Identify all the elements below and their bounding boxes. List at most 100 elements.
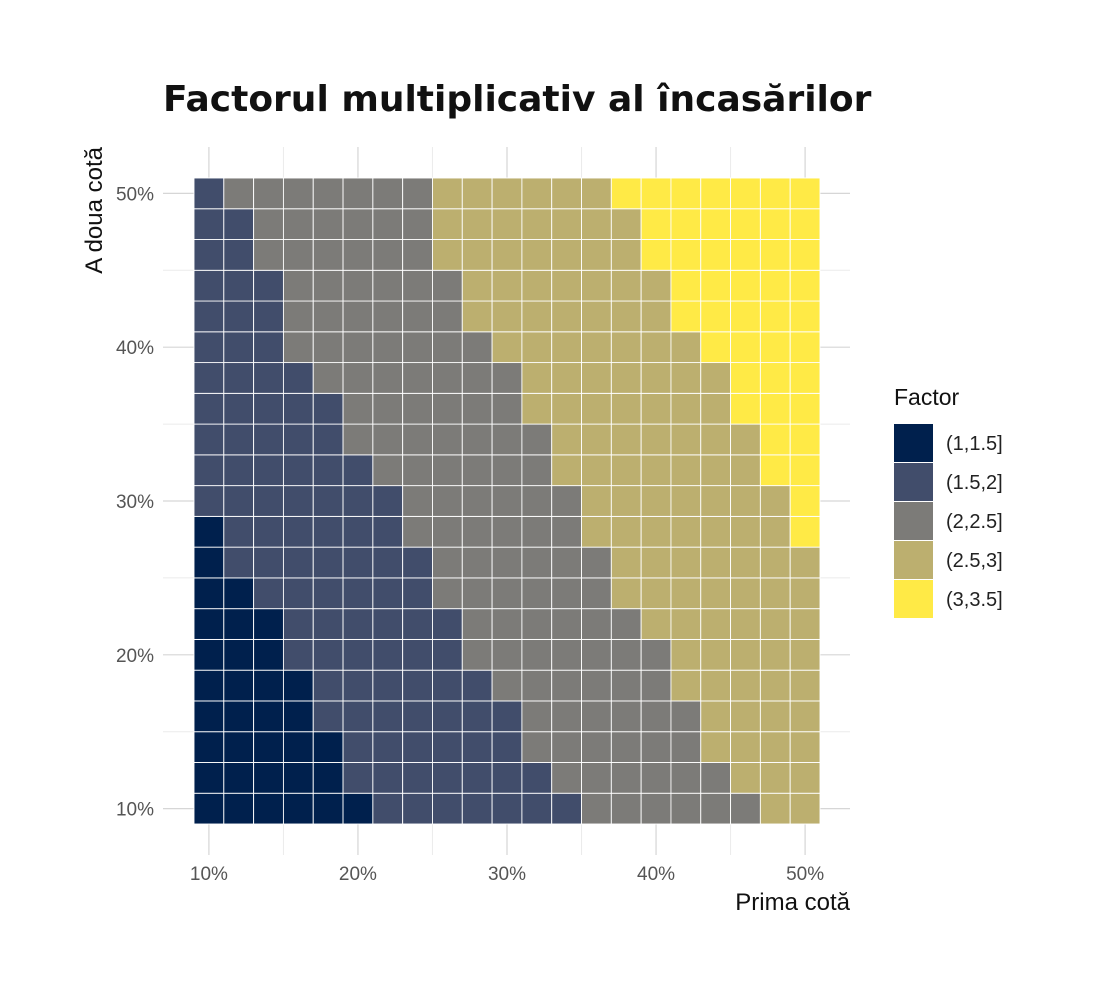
heatmap-cell bbox=[521, 792, 553, 825]
heatmap-cell bbox=[282, 638, 314, 671]
heatmap-cell bbox=[223, 762, 255, 794]
heatmap-cell bbox=[312, 208, 344, 240]
heatmap-cell bbox=[521, 638, 553, 671]
heatmap-cell bbox=[253, 762, 284, 794]
heatmap-cell bbox=[670, 546, 702, 579]
heatmap-cell bbox=[312, 762, 344, 794]
heatmap-cell bbox=[640, 269, 672, 302]
heatmap-cell bbox=[521, 454, 553, 487]
heatmap-cell bbox=[610, 546, 642, 579]
heatmap-cell bbox=[253, 239, 284, 271]
legend-title: Factor bbox=[894, 384, 960, 410]
heatmap-cell bbox=[223, 638, 255, 671]
heatmap-cell bbox=[670, 515, 702, 548]
heatmap-cell bbox=[521, 669, 553, 702]
heatmap-cell bbox=[610, 239, 642, 271]
heatmap-cell bbox=[789, 208, 821, 240]
heatmap-cell bbox=[342, 423, 374, 456]
heatmap-cell bbox=[312, 300, 344, 333]
heatmap-cell bbox=[581, 423, 612, 456]
heatmap-cell bbox=[193, 700, 225, 733]
heatmap-cell bbox=[759, 485, 791, 517]
heatmap-cell bbox=[372, 423, 404, 456]
heatmap-cell bbox=[461, 669, 493, 702]
heatmap-cell bbox=[432, 669, 463, 702]
heatmap-cell bbox=[342, 269, 374, 302]
heatmap-cell bbox=[491, 454, 523, 487]
heatmap-cell bbox=[372, 669, 404, 702]
heatmap-cell bbox=[789, 762, 821, 794]
heatmap-cell bbox=[730, 608, 761, 640]
heatmap-cell bbox=[402, 239, 433, 271]
heatmap-cell bbox=[581, 331, 612, 364]
heatmap-cell bbox=[402, 577, 433, 610]
heatmap-cell bbox=[700, 269, 732, 302]
heatmap-cell bbox=[432, 423, 463, 456]
heatmap-cell bbox=[730, 731, 761, 763]
heatmap-cell bbox=[282, 546, 314, 579]
heatmap-cell bbox=[581, 792, 612, 825]
heatmap-cell bbox=[253, 546, 284, 579]
heatmap-cell bbox=[640, 392, 672, 425]
heatmap-cell bbox=[551, 177, 582, 210]
heatmap-cell bbox=[342, 177, 374, 210]
heatmap-cell bbox=[700, 638, 732, 671]
heatmap-cell bbox=[253, 515, 284, 548]
heatmap-cell bbox=[372, 577, 404, 610]
heatmap-cell bbox=[759, 669, 791, 702]
heatmap-cell bbox=[581, 177, 612, 210]
heatmap-cell bbox=[491, 762, 523, 794]
heatmap-cell bbox=[253, 454, 284, 487]
heatmap-cell bbox=[521, 331, 553, 364]
heatmap-cell bbox=[223, 239, 255, 271]
heatmap-cell bbox=[372, 392, 404, 425]
heatmap-cell bbox=[610, 792, 642, 825]
heatmap-cell bbox=[581, 239, 612, 271]
heatmap-cell bbox=[223, 608, 255, 640]
heatmap-cell bbox=[461, 700, 493, 733]
heatmap-cell bbox=[282, 700, 314, 733]
heatmap-cell bbox=[521, 515, 553, 548]
heatmap-cell bbox=[640, 792, 672, 825]
heatmap-cell bbox=[700, 762, 732, 794]
heatmap-cell bbox=[193, 546, 225, 579]
heatmap-cell bbox=[730, 239, 761, 271]
heatmap-cell bbox=[402, 269, 433, 302]
heatmap-cell bbox=[432, 638, 463, 671]
heatmap-cell bbox=[730, 638, 761, 671]
heatmap-cell bbox=[342, 762, 374, 794]
heatmap-cell bbox=[223, 208, 255, 240]
heatmap-cell bbox=[372, 239, 404, 271]
heatmap-cell bbox=[193, 362, 225, 394]
heatmap-cell bbox=[402, 638, 433, 671]
heatmap-cell bbox=[789, 423, 821, 456]
heatmap-cell bbox=[253, 638, 284, 671]
heatmap-cell bbox=[223, 362, 255, 394]
heatmap-cell bbox=[193, 454, 225, 487]
heatmap-cell bbox=[789, 177, 821, 210]
legend-label: (2.5,3] bbox=[946, 550, 1003, 572]
heatmap-cell bbox=[223, 546, 255, 579]
heatmap-cell bbox=[491, 239, 523, 271]
heatmap-cell bbox=[700, 731, 732, 763]
x-tick-label: 30% bbox=[488, 864, 526, 885]
heatmap-cell bbox=[432, 700, 463, 733]
heatmap-cell bbox=[759, 362, 791, 394]
heatmap-cell bbox=[253, 300, 284, 333]
heatmap-cell bbox=[312, 700, 344, 733]
heatmap-cell bbox=[670, 485, 702, 517]
heatmap-cell bbox=[491, 300, 523, 333]
heatmap-cell bbox=[730, 362, 761, 394]
heatmap-cell bbox=[253, 331, 284, 364]
heatmap-cell bbox=[342, 208, 374, 240]
heatmap-cell bbox=[223, 515, 255, 548]
heatmap-cell bbox=[461, 239, 493, 271]
heatmap-cell bbox=[491, 577, 523, 610]
heatmap-cell bbox=[432, 454, 463, 487]
heatmap-cell bbox=[223, 331, 255, 364]
legend: Factor (1,1.5] (1.5,2] (2,2.5] (2.5,3] (3,3.… bbox=[894, 384, 1003, 618]
heatmap-cell bbox=[610, 392, 642, 425]
heatmap-cell bbox=[253, 362, 284, 394]
heatmap-cell bbox=[581, 208, 612, 240]
heatmap-cell bbox=[282, 792, 314, 825]
